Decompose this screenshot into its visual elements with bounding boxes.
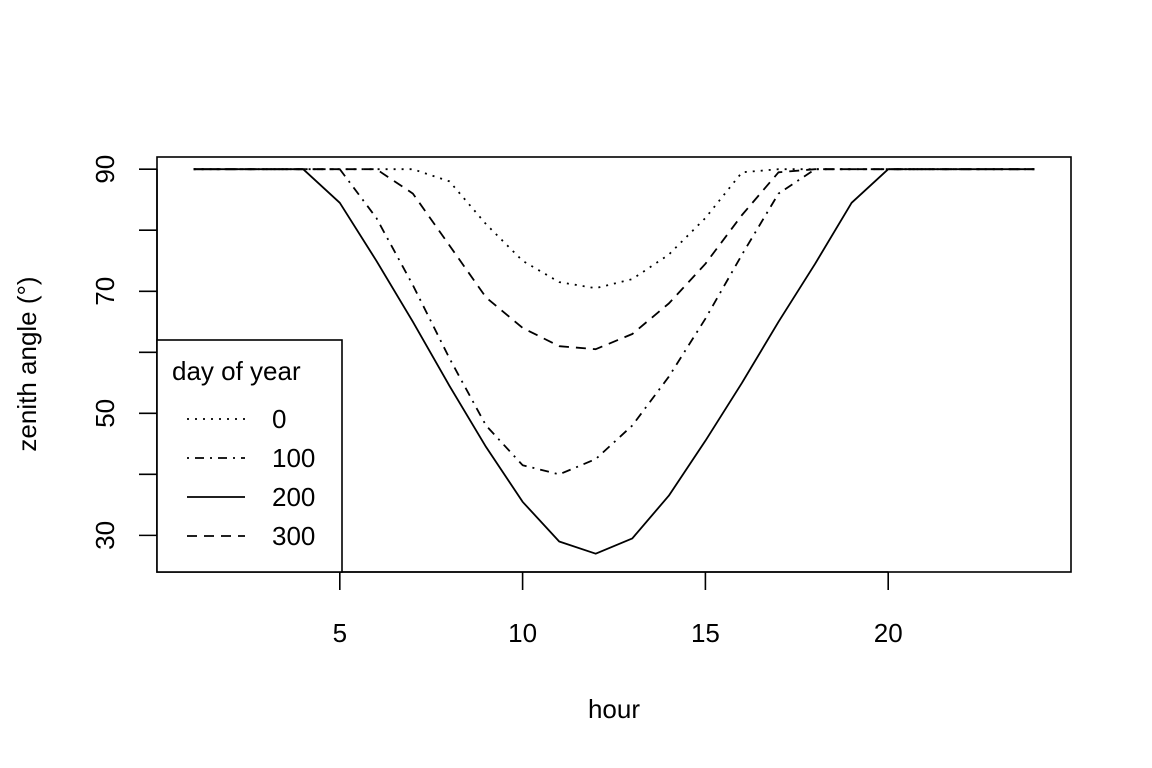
x-tick-label: 15 [691,618,720,648]
x-tick-label: 20 [874,618,903,648]
series-line-0 [193,168,1035,290]
x-axis-title: hour [588,694,640,724]
y-axis: 30 50 70 90 [90,155,158,550]
y-tick-label: 70 [90,277,120,306]
x-axis: 5 10 15 20 [333,571,903,648]
y-tick-label: 30 [90,521,120,550]
series-line-300 [193,168,1035,351]
y-axis-title: zenith angle (°) [12,276,42,451]
x-tick-label: 10 [508,618,537,648]
legend: day of year 0 100 200 300 [156,339,343,573]
legend-label-200: 200 [272,482,315,512]
series-lines [193,168,1035,555]
legend-box [156,339,343,573]
y-tick-label: 90 [90,155,120,184]
legend-label-0: 0 [272,404,286,434]
legend-label-100: 100 [272,443,315,473]
legend-title: day of year [172,356,301,386]
legend-label-300: 300 [272,521,315,551]
y-tick-label: 50 [90,399,120,428]
x-tick-label: 5 [333,618,347,648]
